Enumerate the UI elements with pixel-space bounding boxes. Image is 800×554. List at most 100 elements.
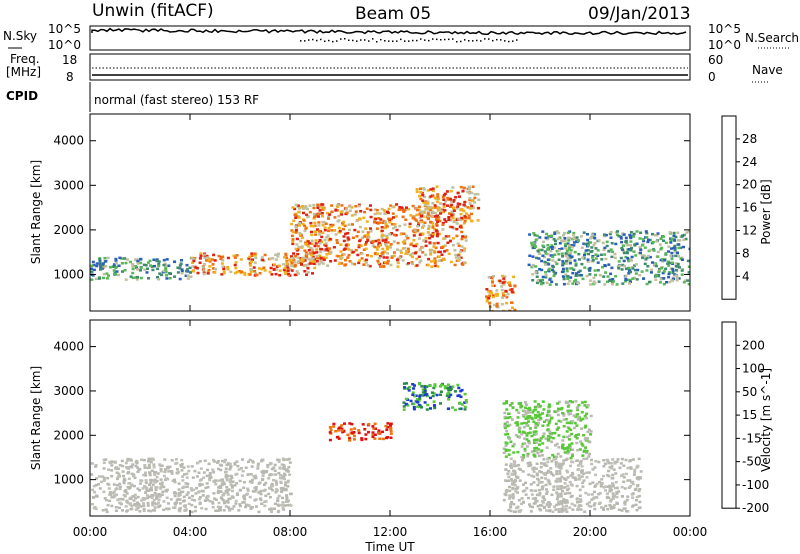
echo-cell-2 (418, 393, 422, 397)
echo-cell-2 (369, 208, 373, 212)
echo-cell-0 (153, 471, 156, 474)
echo-cell-3 (536, 451, 540, 455)
echo-cell-0 (90, 473, 94, 476)
echo-cell-5 (635, 230, 639, 233)
echo-cell-3 (585, 412, 589, 415)
echo-cell-5 (615, 233, 619, 237)
echo-cell-1 (192, 257, 196, 261)
echo-cell-0 (158, 495, 162, 498)
echo-cell-2 (409, 399, 413, 403)
echo-cell-4 (578, 477, 582, 480)
echo-cell-5 (537, 257, 541, 260)
echo-cell-2 (384, 223, 388, 226)
y-tick-label: 1000 (53, 267, 84, 281)
echo-cell-5 (550, 247, 554, 250)
echo-cell-4 (575, 484, 579, 488)
echo-cell-2 (292, 219, 296, 222)
echo-cell-5 (543, 250, 547, 253)
echo-cell-0 (138, 489, 142, 492)
nsearch-label: N.Search (745, 31, 799, 45)
echo-cell-4 (607, 469, 611, 473)
echo-cell-4 (626, 466, 630, 470)
noise-search-dot (376, 41, 378, 43)
echo-cell-2 (395, 228, 399, 232)
echo-cell-2 (430, 265, 434, 268)
noise-search-dot (384, 40, 386, 42)
echo-cell-3 (415, 190, 419, 194)
echo-cell-0 (136, 507, 140, 510)
echo-cell-4 (587, 493, 591, 496)
echo-cell-4 (565, 510, 569, 513)
echo-cell-1 (308, 258, 312, 262)
echo-cell-2 (364, 258, 368, 262)
echo-cell-0 (233, 463, 237, 466)
echo-cell-2 (363, 235, 367, 238)
echo-cell-1 (371, 425, 375, 428)
echo-cell-0 (159, 470, 163, 473)
echo-cell-3 (541, 442, 545, 445)
echo-cell-0 (222, 501, 226, 504)
echo-cell-1 (337, 437, 341, 440)
echo-cell-0 (173, 260, 176, 264)
echo-cell-5 (658, 243, 662, 246)
echo-cell-1 (284, 272, 287, 275)
echo-cell-3 (547, 403, 551, 406)
echo-cell-0 (277, 471, 281, 475)
echo-cell-1 (287, 272, 291, 276)
echo-cell-2 (385, 256, 389, 259)
echo-cell-3 (588, 440, 592, 444)
echo-cell-4 (592, 504, 596, 507)
echo-cell-3 (418, 216, 422, 219)
echo-cell-0 (114, 272, 117, 276)
echo-cell-5 (681, 268, 685, 271)
echo-cell-5 (640, 254, 644, 257)
echo-cell-5 (569, 249, 573, 252)
echo-cell-4 (625, 498, 629, 502)
echo-cell-1 (372, 427, 376, 430)
echo-cell-0 (286, 504, 290, 507)
echo-cell-0 (183, 473, 186, 476)
echo-cell-2 (297, 245, 301, 249)
echo-cell-4 (536, 504, 540, 508)
echo-cell-0 (149, 481, 153, 484)
echo-cell-4 (528, 505, 532, 508)
echo-cell-1 (386, 422, 390, 425)
echo-cell-0 (116, 467, 120, 470)
echo-cell-4 (530, 474, 534, 478)
echo-cell-5 (588, 273, 592, 276)
echo-cell-3 (462, 209, 466, 213)
echo-cell-2 (332, 229, 336, 232)
echo-cell-2 (383, 243, 387, 246)
echo-cell-5 (580, 235, 583, 238)
echo-cell-5 (547, 268, 551, 271)
echo-cell-2 (317, 224, 321, 227)
echo-cell-4 (603, 485, 607, 488)
echo-cell-3 (505, 429, 509, 433)
echo-cell-2 (460, 403, 464, 406)
echo-cell-4 (546, 469, 550, 473)
echo-cell-4 (598, 501, 602, 504)
echo-cell-0 (241, 469, 245, 473)
echo-cell-2 (436, 241, 440, 245)
echo-cell-0 (262, 470, 266, 473)
echo-cell-5 (676, 231, 680, 234)
echo-cell-2 (369, 254, 373, 258)
echo-cell-4 (617, 490, 621, 493)
y-tick-label: 2000 (53, 428, 84, 442)
echo-cell-2 (309, 224, 313, 228)
noise-search-dot (480, 40, 482, 42)
echo-cell-5 (586, 238, 590, 242)
echo-cell-4 (508, 485, 511, 489)
echo-cell-1 (248, 262, 252, 265)
echo-cell-4 (513, 470, 517, 473)
echo-cell-5 (630, 255, 634, 259)
echo-cell-2 (430, 391, 434, 394)
echo-cell-5 (668, 271, 671, 274)
echo-cell-3 (533, 449, 537, 453)
echo-cell-1 (353, 438, 356, 441)
echo-cell-0 (178, 502, 182, 505)
noise-search-dot (348, 39, 350, 41)
echo-cell-1 (288, 258, 292, 261)
echo-cell-4 (512, 463, 516, 467)
echo-cell-4 (588, 482, 592, 486)
